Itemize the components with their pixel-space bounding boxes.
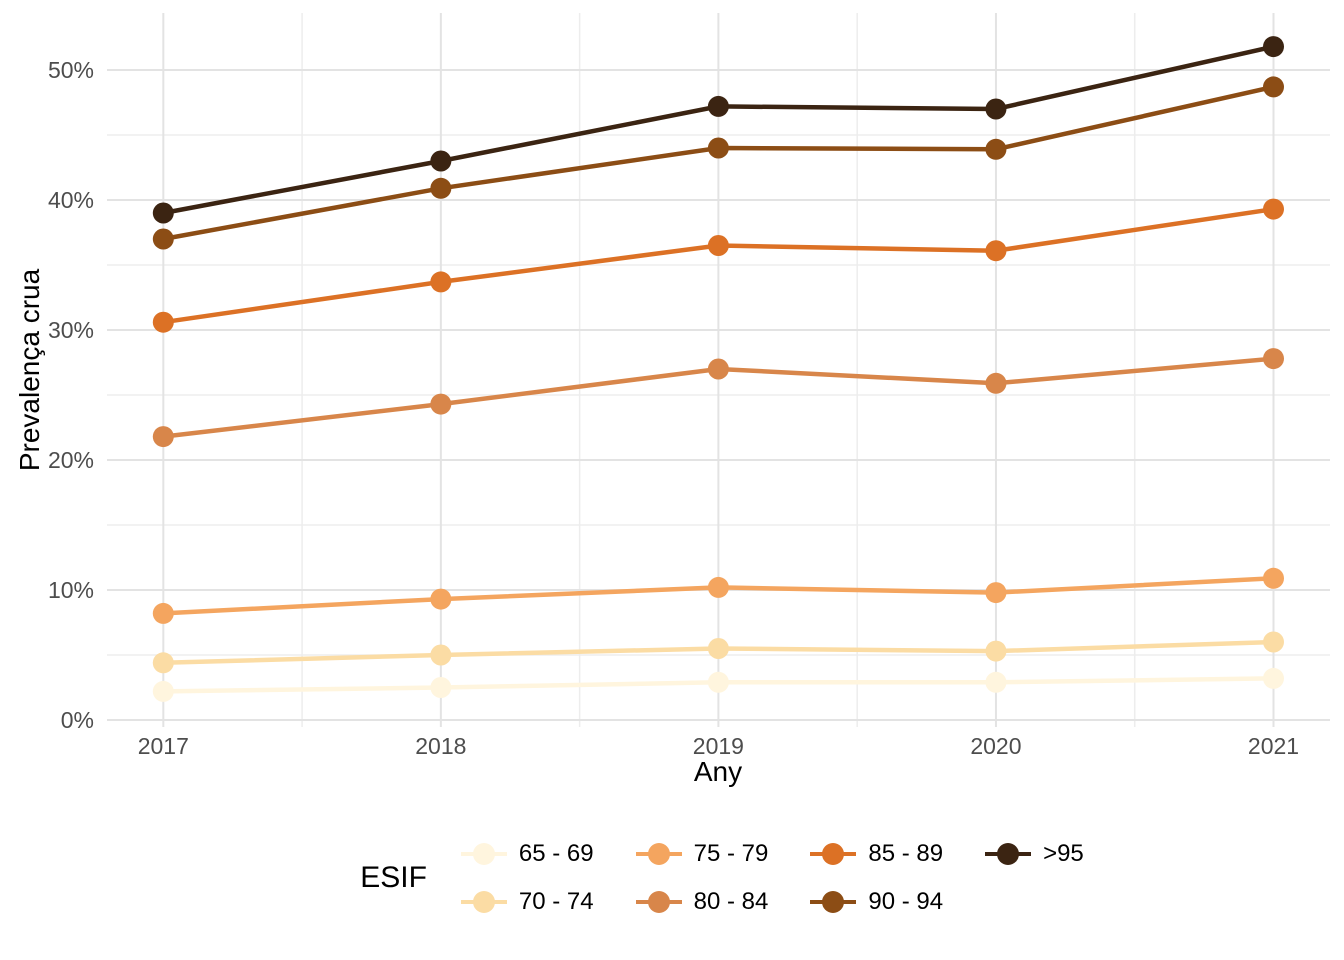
data-point-75-79-2017	[152, 602, 174, 624]
y-tick-label: 50%	[47, 56, 94, 83]
data-point-70-74-2018	[430, 644, 452, 666]
legend-item-80-84: 80 - 84	[635, 888, 769, 916]
data-point-80-84-2017	[152, 426, 174, 448]
data-point-90-94-2020	[985, 138, 1007, 160]
x-tick-label: 2019	[692, 733, 744, 759]
data-point-75-79-2021	[1263, 567, 1284, 589]
legend-key-icon	[985, 842, 1032, 866]
data-point-65-69-2019	[707, 671, 729, 693]
data-point-70-74-2017	[152, 652, 174, 674]
legend: ESIF 65 - 69 70 - 74 75 - 79 80 - 84 85 - 89…	[0, 840, 1344, 916]
legend-item-label: 70 - 74	[518, 888, 594, 915]
data-point-65-69-2018	[430, 677, 452, 698]
data-point-80-84-2018	[430, 393, 452, 415]
data-point-65-69-2020	[985, 671, 1007, 693]
data-point->95-2019	[707, 95, 729, 117]
legend-item-label: 65 - 69	[518, 840, 594, 867]
y-tick-label: 10%	[47, 576, 94, 603]
legend-item-label: 85 - 89	[868, 840, 944, 867]
data-point-85-89-2021	[1263, 198, 1284, 220]
data-point-85-89-2019	[707, 235, 729, 256]
legend-title: ESIF	[360, 861, 427, 894]
y-tick-label: 40%	[47, 186, 94, 213]
x-tick-label: 2021	[1247, 733, 1300, 759]
data-point-70-74-2020	[985, 640, 1007, 662]
y-tick-label: 20%	[47, 446, 94, 473]
legend-key-icon	[460, 842, 507, 866]
data-point-75-79-2019	[707, 576, 729, 598]
legend-item-label: >95	[1043, 840, 1084, 867]
legend-key-icon	[810, 890, 857, 914]
x-tick-label: 2017	[137, 733, 189, 759]
data-point-90-94-2017	[152, 228, 174, 250]
data-point-85-89-2018	[430, 271, 452, 293]
data-point-80-84-2019	[707, 358, 729, 380]
y-tick-label: 30%	[47, 316, 94, 343]
y-axis-title: Prevalença crua	[14, 268, 45, 472]
legend-item-70-74: 70 - 74	[460, 888, 594, 916]
x-tick-label: 2018	[415, 733, 467, 759]
legend-item-85-89: 85 - 89	[810, 840, 943, 868]
data-point->95-2017	[152, 202, 174, 224]
legend-item-label: 80 - 84	[693, 888, 769, 915]
data-point-80-84-2021	[1263, 348, 1284, 370]
data-point-75-79-2018	[430, 588, 452, 610]
legend-item-label: 75 - 79	[693, 840, 769, 867]
plot-panel	[107, 13, 1330, 727]
data-point-90-94-2021	[1263, 76, 1284, 98]
legend-item-65-69: 65 - 69	[460, 840, 594, 868]
data-point-90-94-2019	[707, 137, 729, 159]
legend-items: 65 - 69 70 - 74 75 - 79 80 - 84 85 - 89 90 - …	[460, 840, 1084, 916]
legend-key-icon	[460, 890, 507, 914]
data-point-70-74-2019	[707, 638, 729, 659]
legend-key-icon	[635, 842, 682, 866]
data-point-65-69-2021	[1263, 667, 1284, 689]
data-point-70-74-2021	[1263, 631, 1284, 653]
data-point-85-89-2017	[152, 311, 174, 333]
data-point-80-84-2020	[985, 372, 1007, 394]
legend-key-icon	[810, 842, 857, 866]
data-point-75-79-2020	[985, 582, 1007, 604]
x-axis-title: Any	[693, 756, 743, 787]
data-point-85-89-2020	[985, 240, 1007, 262]
legend-item-label: 90 - 94	[868, 888, 944, 915]
data-point->95-2021	[1263, 36, 1284, 58]
data-point->95-2018	[430, 150, 452, 172]
data-point-65-69-2017	[152, 680, 174, 702]
x-tick-label: 2020	[970, 733, 1022, 759]
legend-item-75-79: 75 - 79	[635, 840, 769, 868]
legend-item-90-94: 90 - 94	[810, 888, 943, 916]
y-tick-label: 0%	[60, 706, 94, 733]
legend-key-icon	[635, 890, 682, 914]
data-point-90-94-2018	[430, 177, 452, 199]
data-point->95-2020	[985, 98, 1007, 120]
legend-item->95: >95	[985, 840, 1084, 868]
